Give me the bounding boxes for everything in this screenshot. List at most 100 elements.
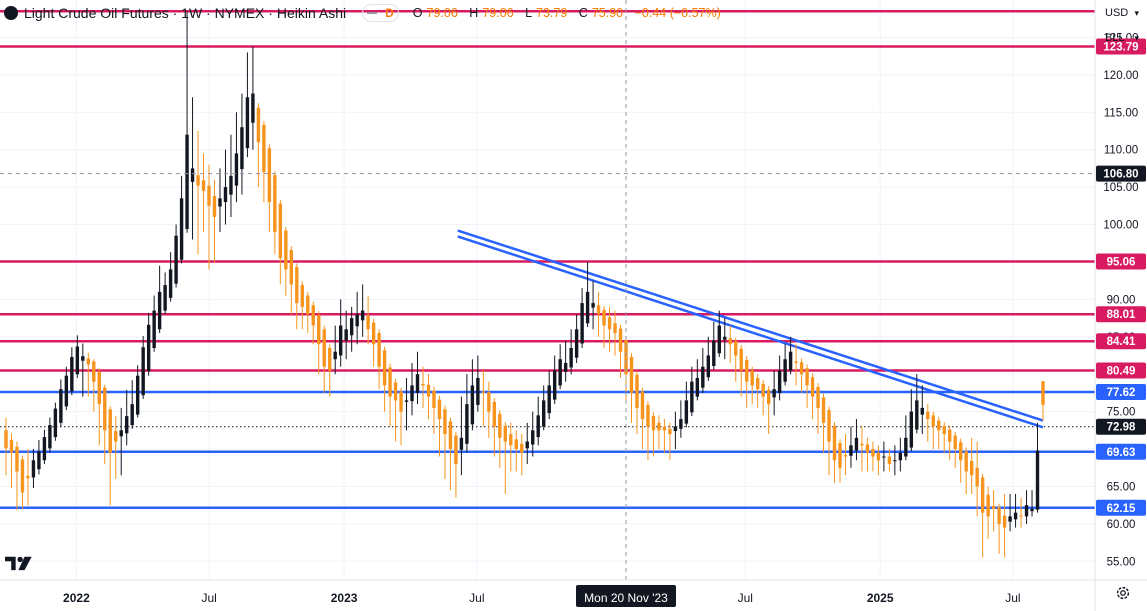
low-label: L xyxy=(525,6,533,20)
candle-body xyxy=(333,351,337,360)
candle xyxy=(668,422,672,461)
candle xyxy=(536,396,540,446)
candle-body xyxy=(415,374,420,393)
candle-body xyxy=(114,431,118,442)
candle xyxy=(805,364,809,408)
candle xyxy=(695,359,700,401)
candle-body xyxy=(470,385,475,425)
candle xyxy=(300,281,304,330)
candle-body xyxy=(958,442,963,461)
candle xyxy=(108,406,112,506)
candle xyxy=(382,346,387,412)
candle-body xyxy=(569,348,573,368)
candle-body xyxy=(887,456,892,464)
candle xyxy=(525,422,529,464)
candle-body xyxy=(174,235,178,284)
candle xyxy=(75,335,80,378)
indicator-toggle[interactable]: D xyxy=(362,4,399,22)
candle xyxy=(196,130,200,255)
candle xyxy=(9,433,14,488)
candle-body xyxy=(9,440,14,453)
candle-body xyxy=(975,467,979,487)
support-price-label: 62.15 xyxy=(1107,503,1136,515)
unit-select[interactable]: BLL ▾ xyxy=(1099,28,1145,48)
candle xyxy=(179,175,184,264)
candle-body xyxy=(761,383,765,397)
candle xyxy=(734,337,738,382)
candle xyxy=(799,358,804,393)
candle xyxy=(563,340,568,382)
candle xyxy=(958,438,963,483)
candle xyxy=(201,153,206,232)
time-tick-label: Jul xyxy=(1005,591,1020,605)
crosshair xyxy=(0,0,1095,580)
candle xyxy=(119,407,123,476)
candle-body xyxy=(585,291,590,324)
trendline[interactable] xyxy=(457,229,1044,422)
candle-body xyxy=(53,408,58,438)
candle xyxy=(717,310,721,357)
candle xyxy=(415,351,420,405)
candle-body xyxy=(234,153,239,186)
candle xyxy=(893,445,897,476)
candle-body xyxy=(503,425,507,442)
candle xyxy=(448,417,453,491)
candle-body xyxy=(278,203,283,259)
candle xyxy=(218,168,222,232)
candle xyxy=(59,379,63,427)
price-axis[interactable]: 55.0060.0065.0070.0075.0080.0085.0090.00… xyxy=(1095,0,1147,611)
candle xyxy=(991,490,996,532)
candle xyxy=(465,374,469,453)
candle xyxy=(251,46,255,150)
resistance-price-label: 80.49 xyxy=(1107,366,1136,378)
candle xyxy=(876,445,881,476)
candle-body xyxy=(432,390,436,408)
support-price-label-bg xyxy=(1096,443,1146,460)
candle-body xyxy=(904,437,908,457)
candle-body xyxy=(591,303,595,308)
candle-body xyxy=(459,437,464,450)
candle-body xyxy=(152,310,156,348)
candle-body xyxy=(42,437,47,461)
candle xyxy=(311,301,315,345)
candle xyxy=(706,336,711,381)
candle xyxy=(728,325,732,363)
candle-body xyxy=(552,370,557,400)
close-label: C xyxy=(578,6,588,20)
candle xyxy=(97,368,101,446)
candle xyxy=(256,103,261,188)
candle xyxy=(317,311,321,375)
candle xyxy=(70,347,74,396)
crosshair-date-label: Mon 20 Nov '23 xyxy=(584,591,668,605)
candle-body xyxy=(103,387,107,431)
candle-body xyxy=(668,428,672,435)
candle-body xyxy=(909,411,914,448)
candle-body xyxy=(536,415,540,438)
candle xyxy=(240,93,244,195)
candle-body xyxy=(284,230,288,270)
candle-body xyxy=(355,314,359,327)
candle-body xyxy=(26,475,30,479)
candle xyxy=(273,171,277,255)
gear-icon[interactable] xyxy=(1114,584,1132,602)
candle-body xyxy=(684,400,689,424)
candle xyxy=(135,365,140,418)
candle-body xyxy=(404,400,409,402)
candle-body xyxy=(1024,505,1029,517)
candle-body xyxy=(295,267,299,304)
candle xyxy=(745,356,749,408)
price-tick-label: 105.00 xyxy=(1103,182,1138,194)
candle xyxy=(92,359,96,412)
trendline[interactable] xyxy=(457,235,1044,429)
candle xyxy=(289,246,294,315)
currency-select[interactable]: USD ▾ xyxy=(1099,3,1145,23)
price-tick-label: 65.00 xyxy=(1107,481,1136,493)
candle-body xyxy=(964,451,968,472)
candle-body xyxy=(448,421,453,450)
candle-body xyxy=(838,443,842,468)
price-tick-label: 55.00 xyxy=(1107,556,1136,568)
candle-body xyxy=(953,435,957,450)
tradingview-logo-icon[interactable] xyxy=(5,555,37,571)
